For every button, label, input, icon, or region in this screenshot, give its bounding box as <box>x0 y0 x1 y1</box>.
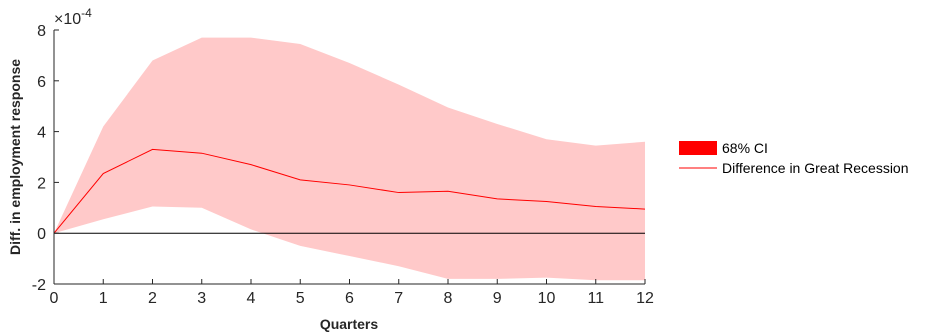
x-tick-label: 7 <box>394 290 403 307</box>
x-tick-label: 4 <box>247 290 256 307</box>
confidence-band-area <box>54 37 645 281</box>
x-tick-label: 5 <box>296 290 305 307</box>
series-line-difference <box>53 148 646 234</box>
axes-layer <box>53 29 646 285</box>
y-axis-exponent-label: ×10-4 <box>54 6 92 28</box>
legend-swatch-ci <box>679 141 717 155</box>
x-axis-title: Quarters <box>320 316 379 332</box>
y-tick-label: 0 <box>37 226 46 243</box>
x-tick-label: 6 <box>345 290 354 307</box>
y-tick-label: -2 <box>32 277 46 294</box>
x-tick-label: 9 <box>493 290 502 307</box>
y-tick-label: 2 <box>37 175 46 192</box>
legend: 68% CI Difference in Great Recession <box>679 140 909 176</box>
y-axis-title: Diff. in employment response <box>7 59 23 255</box>
x-tick-label: 2 <box>148 290 157 307</box>
legend-label-ci: 68% CI <box>722 140 768 156</box>
y-tick-label: 4 <box>37 125 46 142</box>
x-tick-label: 0 <box>50 290 59 307</box>
y-tick-label: 8 <box>37 23 46 40</box>
x-tick-label: 3 <box>197 290 206 307</box>
confidence-band-layer <box>54 37 645 281</box>
x-tick-label: 1 <box>99 290 108 307</box>
x-tick-label: 8 <box>444 290 453 307</box>
y-tick-label: 6 <box>37 74 46 91</box>
series-line-layer <box>53 148 646 234</box>
x-tick-label: 10 <box>538 290 556 307</box>
x-tick-label: 12 <box>636 290 654 307</box>
x-tick-label: 11 <box>587 290 604 307</box>
legend-label-line: Difference in Great Recession <box>722 160 909 176</box>
